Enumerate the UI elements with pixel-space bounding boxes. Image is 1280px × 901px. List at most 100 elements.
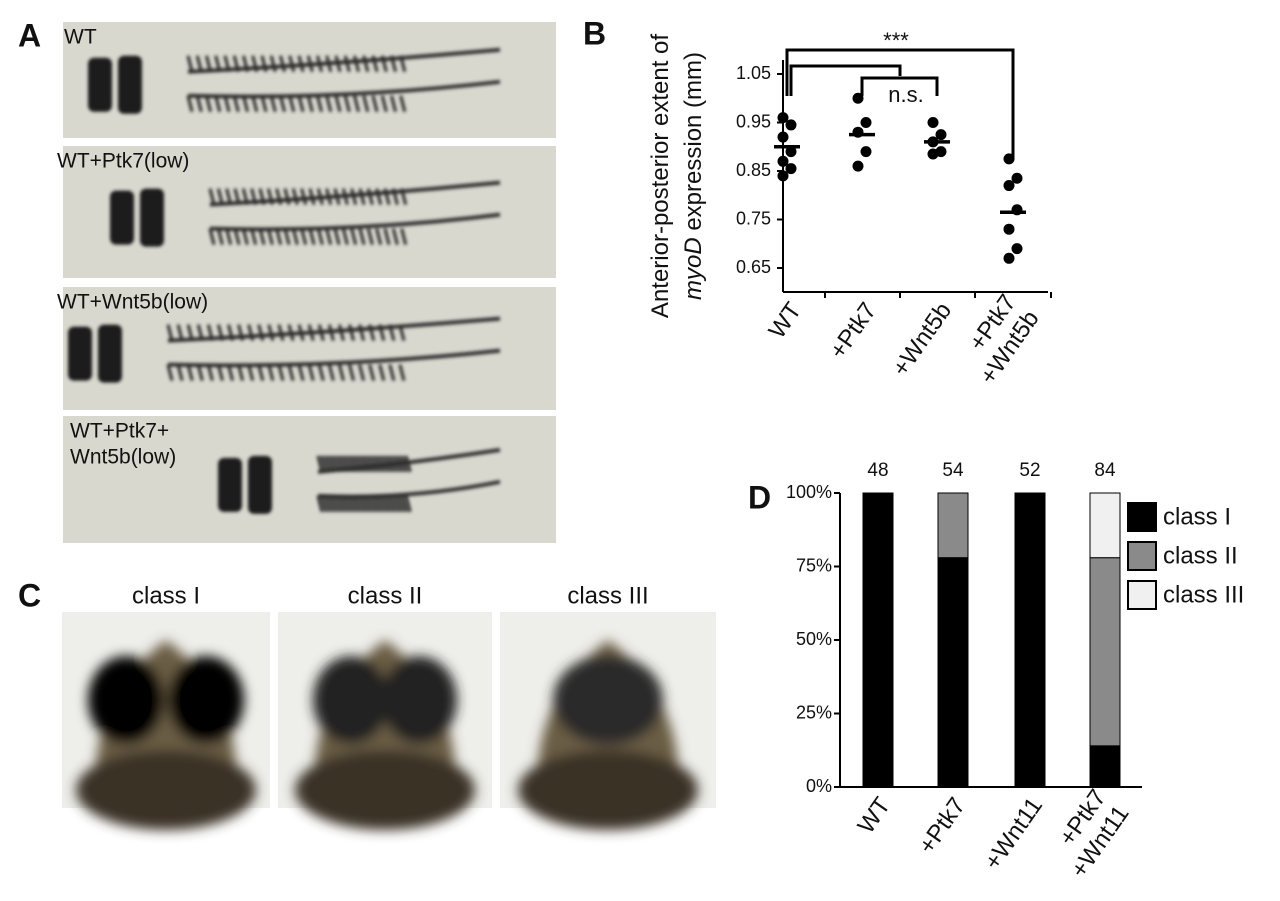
somite — [335, 495, 343, 513]
somite — [186, 364, 194, 382]
somite — [208, 188, 216, 205]
annotation: n.s. — [888, 82, 923, 107]
embryo — [88, 47, 501, 114]
bar-segment — [1089, 745, 1121, 788]
photo-label: Wnt5b(low) — [70, 446, 176, 469]
somite — [399, 55, 407, 73]
somite — [325, 188, 333, 205]
x-tick-label: WT — [764, 297, 808, 343]
somite — [206, 324, 214, 342]
eye — [313, 656, 389, 744]
somite — [404, 455, 412, 473]
somite — [186, 95, 194, 113]
panel-letter: D — [748, 479, 771, 515]
photo-label: class III — [567, 582, 648, 609]
y-axis-label: Anterior-posterior extent of — [647, 34, 674, 318]
somite — [325, 55, 333, 73]
somite — [316, 495, 324, 513]
x-tick-label-group: +Ptk7+Wnt11 — [1054, 785, 1135, 883]
dot — [777, 131, 789, 143]
somite — [327, 364, 335, 382]
somite — [347, 455, 355, 473]
somite — [358, 495, 366, 513]
larva — [295, 640, 475, 830]
somite — [391, 188, 399, 205]
somite — [390, 95, 397, 113]
body — [295, 750, 475, 830]
legend-label: class II — [1163, 542, 1238, 569]
somite — [250, 228, 258, 245]
y-axis-label-italic: myoD — [680, 237, 707, 300]
stripe — [209, 212, 501, 232]
panel-letter: B — [583, 15, 606, 51]
eye — [381, 656, 457, 744]
somite — [306, 55, 314, 73]
somite — [269, 55, 277, 73]
somite — [354, 495, 362, 513]
y-tick-label: 0% — [806, 776, 832, 796]
somite — [375, 228, 383, 245]
somite — [237, 324, 245, 342]
y-axis-label: myoD expression (mm) — [680, 52, 707, 300]
dot — [927, 148, 939, 160]
somite — [390, 55, 397, 73]
somite — [378, 364, 386, 382]
y-tick-label: 25% — [796, 702, 832, 722]
photo-label: WT+Wnt5b(low) — [57, 291, 208, 314]
legend-label: class I — [1163, 503, 1231, 530]
somite — [331, 455, 339, 473]
somite — [320, 455, 328, 473]
somite — [306, 95, 314, 113]
y-tick-label: 0.75 — [736, 208, 771, 228]
somite — [341, 228, 349, 245]
somite — [389, 495, 397, 513]
somite — [258, 188, 266, 205]
embryo — [218, 447, 501, 514]
somite — [232, 95, 240, 113]
somite — [269, 95, 277, 113]
somite — [216, 188, 224, 205]
somite — [316, 228, 324, 245]
somite — [337, 324, 345, 342]
photo — [63, 22, 556, 138]
somite-block — [88, 57, 112, 112]
somite — [350, 228, 358, 245]
x-tick-label-group: WT — [764, 297, 808, 343]
somite — [366, 495, 374, 513]
somite — [335, 455, 343, 473]
somite — [223, 55, 231, 73]
somite — [354, 455, 362, 473]
y-axis-label-line: Anterior-posterior extent of — [647, 34, 674, 318]
dot — [1011, 243, 1023, 255]
somite — [339, 455, 347, 473]
legend-label: class III — [1163, 581, 1244, 608]
somite — [377, 455, 385, 473]
somite-block — [68, 326, 92, 381]
somite — [325, 228, 333, 245]
photo-label: WT+Ptk7(low) — [57, 150, 189, 173]
somite — [241, 188, 249, 205]
somite — [316, 95, 323, 113]
bar-total: 84 — [1094, 460, 1116, 481]
somite — [328, 455, 335, 473]
somite — [399, 95, 407, 113]
somite — [195, 55, 203, 73]
somite — [297, 55, 305, 73]
somite — [348, 324, 355, 342]
dot — [860, 117, 872, 128]
somite — [393, 455, 401, 473]
somite — [287, 364, 295, 382]
somite — [383, 228, 391, 245]
somite — [343, 95, 351, 113]
somite — [216, 228, 224, 245]
somite — [247, 364, 255, 382]
dot — [785, 119, 797, 131]
somite — [343, 495, 351, 513]
somite — [370, 495, 378, 513]
somite — [232, 55, 240, 73]
panel-letter: C — [18, 577, 41, 613]
embryo — [68, 316, 501, 383]
somite — [404, 495, 412, 513]
photo-label: WT+Ptk7+ — [70, 420, 169, 443]
somite — [166, 324, 174, 342]
